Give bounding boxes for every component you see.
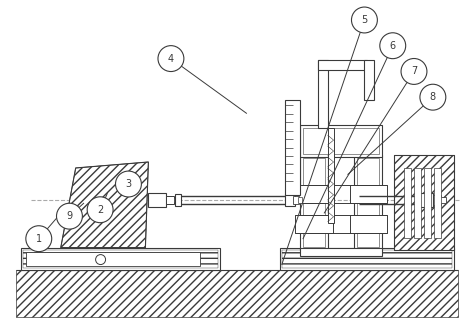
Bar <box>280 248 454 269</box>
Bar <box>318 60 328 128</box>
Bar <box>300 155 328 250</box>
Text: 8: 8 <box>430 92 436 102</box>
Bar <box>404 168 411 238</box>
Bar <box>318 60 367 70</box>
Circle shape <box>87 197 113 223</box>
Bar <box>23 250 218 267</box>
Circle shape <box>26 226 52 252</box>
Bar <box>166 196 174 204</box>
Bar <box>26 252 200 266</box>
Bar <box>303 128 379 154</box>
Circle shape <box>96 255 106 265</box>
Circle shape <box>116 171 141 197</box>
Circle shape <box>401 58 427 84</box>
Bar <box>349 215 387 233</box>
Text: 6: 6 <box>390 41 396 51</box>
Bar <box>148 193 166 207</box>
Bar <box>419 193 433 207</box>
Bar <box>285 194 295 206</box>
Bar <box>295 185 333 203</box>
Text: 1: 1 <box>36 234 42 244</box>
Bar <box>298 197 302 203</box>
Bar <box>300 125 383 157</box>
Bar <box>295 215 333 233</box>
Bar <box>440 197 446 203</box>
Bar <box>357 158 379 247</box>
Text: 2: 2 <box>97 205 103 215</box>
Bar <box>365 60 374 100</box>
Bar <box>424 168 431 238</box>
Text: 9: 9 <box>66 211 73 221</box>
Circle shape <box>56 203 82 229</box>
Circle shape <box>352 7 377 33</box>
Bar <box>394 155 454 250</box>
Polygon shape <box>61 162 148 248</box>
Bar <box>433 195 441 205</box>
Bar <box>355 155 383 250</box>
Bar <box>414 168 421 238</box>
Bar <box>349 185 387 203</box>
Bar <box>175 194 181 206</box>
Circle shape <box>420 84 446 110</box>
Bar <box>293 196 299 204</box>
Circle shape <box>158 46 184 71</box>
Bar <box>328 128 334 223</box>
Bar <box>21 248 220 269</box>
Bar <box>394 155 454 250</box>
Text: 7: 7 <box>411 67 417 77</box>
Text: 5: 5 <box>361 15 367 25</box>
Bar <box>16 269 458 317</box>
Bar <box>285 100 300 195</box>
Text: 4: 4 <box>168 54 174 64</box>
Circle shape <box>380 33 406 59</box>
Text: 3: 3 <box>126 179 131 189</box>
Bar <box>303 158 325 247</box>
Bar <box>300 248 383 255</box>
Bar <box>174 198 179 202</box>
Bar <box>434 168 441 238</box>
Bar <box>282 250 452 267</box>
